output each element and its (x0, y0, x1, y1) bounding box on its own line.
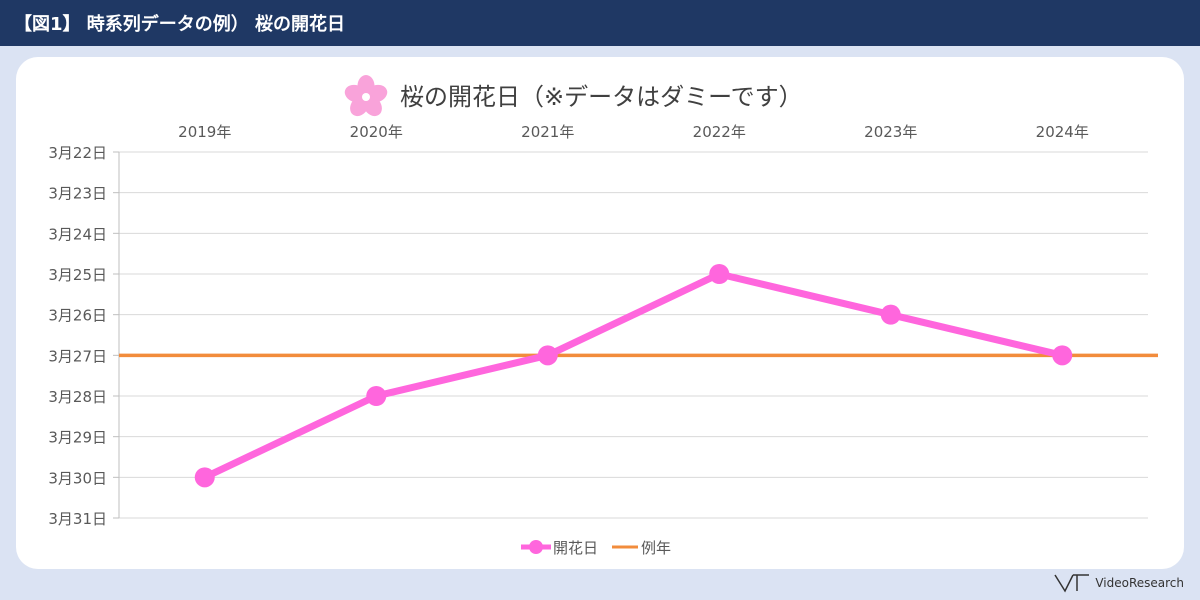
y-tick-label: 3月22日 (48, 144, 107, 162)
y-tick-label: 3月28日 (48, 388, 107, 406)
series-line-bloom (203, 270, 1064, 481)
chart-title: 桜の開花日（※データはダミーです） (400, 83, 803, 111)
header-title: 【図1】 時系列データの例） 桜の開花日 (14, 14, 346, 35)
y-tick-label: 3月30日 (48, 469, 107, 487)
y-tick-label: 3月26日 (48, 307, 107, 325)
cherry-blossom-icon (344, 75, 388, 117)
data-point (194, 467, 215, 488)
legend-label-bloom: 開花日 (553, 539, 598, 557)
data-point (1052, 345, 1073, 366)
x-tick-label: 2020年 (350, 123, 403, 141)
x-tick-label: 2021年 (521, 123, 574, 141)
data-point (537, 345, 558, 366)
x-tick-label: 2022年 (693, 123, 746, 141)
y-tick-label: 3月29日 (48, 429, 107, 447)
y-tick-label: 3月23日 (48, 185, 107, 203)
line-chart: 桜の開花日（※データはダミーです） 3月22日 3月23日 3月24日 3月25日 3月2… (48, 75, 1158, 557)
brand-name: VideoResearch (1095, 576, 1184, 590)
header-bar: 【図1】 時系列データの例） 桜の開花日 (0, 0, 1200, 46)
x-tick-label: 2024年 (1036, 123, 1089, 141)
y-tick-label: 3月25日 (48, 266, 107, 284)
x-tick-label: 2023年 (864, 123, 917, 141)
vr-logo-icon (1054, 574, 1090, 593)
brand-logo: VideoResearch (1053, 572, 1184, 594)
legend-label-normal: 例年 (641, 539, 671, 557)
y-tick-label: 3月27日 (48, 347, 107, 365)
y-tick-label: 3月31日 (48, 510, 107, 528)
data-point (709, 264, 730, 284)
legend-marker-bloom (529, 540, 543, 554)
data-point (366, 386, 387, 406)
data-point (880, 304, 901, 325)
chart-card: 桜の開花日（※データはダミーです） 3月22日 3月23日 3月24日 3月25日 3月2… (16, 57, 1184, 569)
x-tick-label: 2019年 (178, 123, 231, 141)
y-tick-label: 3月24日 (48, 225, 107, 243)
